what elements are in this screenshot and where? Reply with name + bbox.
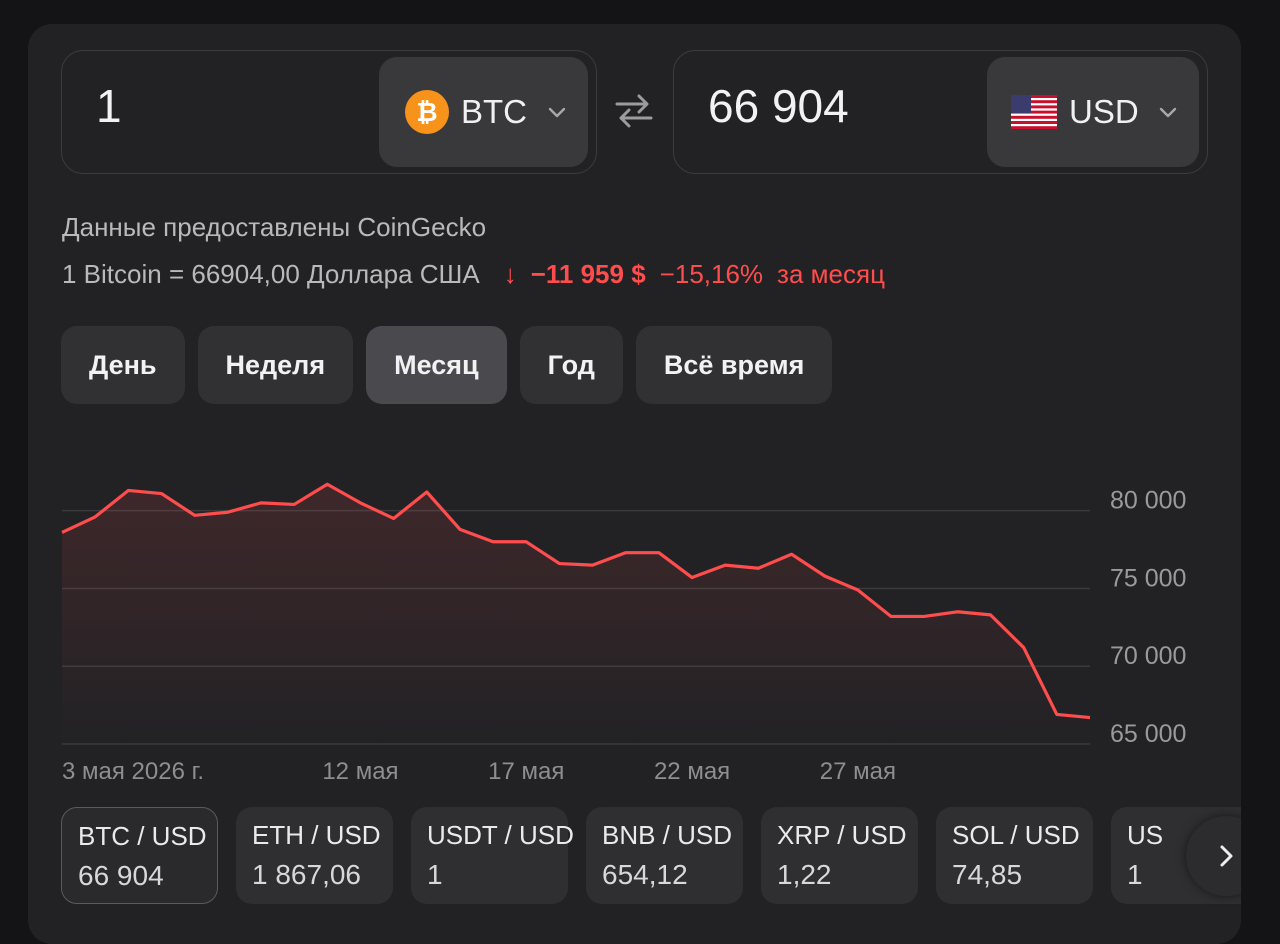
from-currency-code: BTC bbox=[461, 93, 527, 131]
change-percent: −15,16% bbox=[660, 259, 763, 290]
arrow-down-icon: ↓ bbox=[504, 259, 517, 290]
from-amount-input[interactable] bbox=[96, 79, 336, 133]
pair-value: 74,85 bbox=[952, 859, 1077, 891]
pair-name: BTC / USD bbox=[78, 821, 201, 852]
change-absolute: −11 959 $ bbox=[531, 259, 646, 290]
tab-all-time[interactable]: Всё время bbox=[636, 326, 833, 404]
tab-year[interactable]: Год bbox=[520, 326, 623, 404]
pair-bnb-usd[interactable]: BNB / USD 654,12 bbox=[586, 807, 743, 904]
pair-name: BNB / USD bbox=[602, 820, 727, 851]
swap-icon[interactable] bbox=[611, 90, 657, 130]
chevron-right-icon bbox=[1213, 841, 1239, 871]
pair-value: 1 bbox=[427, 859, 552, 891]
pair-value: 654,12 bbox=[602, 859, 727, 891]
to-converter: USD bbox=[673, 50, 1208, 174]
pair-name: USDT / USD bbox=[427, 820, 552, 851]
y-tick-label: 80 000 bbox=[1110, 487, 1186, 515]
y-tick-label: 75 000 bbox=[1110, 564, 1186, 592]
to-currency-select[interactable]: USD bbox=[987, 57, 1199, 167]
x-tick-label: 27 мая bbox=[820, 758, 896, 785]
change-period: за месяц bbox=[777, 259, 885, 290]
to-amount-input[interactable] bbox=[708, 79, 948, 133]
tab-week[interactable]: Неделя bbox=[198, 326, 354, 404]
pair-usdt-usd[interactable]: USDT / USD 1 bbox=[411, 807, 568, 904]
pair-value: 1 867,06 bbox=[252, 859, 377, 891]
rate-line: 1 Bitcoin = 66904,00 Доллара США ↓ −11 9… bbox=[62, 259, 885, 290]
x-tick-label: 12 мая bbox=[322, 758, 398, 785]
x-tick-label: 22 мая bbox=[654, 758, 730, 785]
to-currency-code: USD bbox=[1069, 93, 1139, 131]
pair-value: 1,22 bbox=[777, 859, 902, 891]
pairs-list: BTC / USD 66 904 ETH / USD 1 867,06 USDT… bbox=[61, 807, 1241, 904]
pair-name: SOL / USD bbox=[952, 820, 1077, 851]
chevron-down-icon bbox=[1155, 99, 1181, 125]
data-source-text: Данные предоставлены CoinGecko bbox=[62, 212, 486, 243]
us-flag-icon bbox=[1011, 95, 1057, 129]
period-tabs: День Неделя Месяц Год Всё время bbox=[61, 326, 832, 404]
rate-text: 1 Bitcoin = 66904,00 Доллара США bbox=[62, 259, 480, 290]
pair-btc-usd[interactable]: BTC / USD 66 904 bbox=[61, 807, 218, 904]
tab-month[interactable]: Месяц bbox=[366, 326, 507, 404]
x-tick-label: 17 мая bbox=[488, 758, 564, 785]
pair-name: ETH / USD bbox=[252, 820, 377, 851]
from-converter: ₿ BTC bbox=[61, 50, 597, 174]
pair-eth-usd[interactable]: ETH / USD 1 867,06 bbox=[236, 807, 393, 904]
bitcoin-icon: ₿ bbox=[405, 90, 449, 134]
converter-card: ₿ BTC USD Данные предоставлен bbox=[28, 24, 1241, 944]
pair-value: 66 904 bbox=[78, 860, 201, 892]
pair-xrp-usd[interactable]: XRP / USD 1,22 bbox=[761, 807, 918, 904]
tab-day[interactable]: День bbox=[61, 326, 185, 404]
x-tick-label: 3 мая 2026 г. bbox=[62, 758, 204, 785]
price-chart: 80 000 75 000 70 000 65 000 3 мая 2026 г. 12 … bbox=[28, 424, 1241, 794]
pair-sol-usd[interactable]: SOL / USD 74,85 bbox=[936, 807, 1093, 904]
y-tick-label: 70 000 bbox=[1110, 642, 1186, 670]
pair-name: XRP / USD bbox=[777, 820, 902, 851]
y-tick-label: 65 000 bbox=[1110, 720, 1186, 748]
chevron-down-icon bbox=[544, 99, 570, 125]
from-currency-select[interactable]: ₿ BTC bbox=[379, 57, 588, 167]
